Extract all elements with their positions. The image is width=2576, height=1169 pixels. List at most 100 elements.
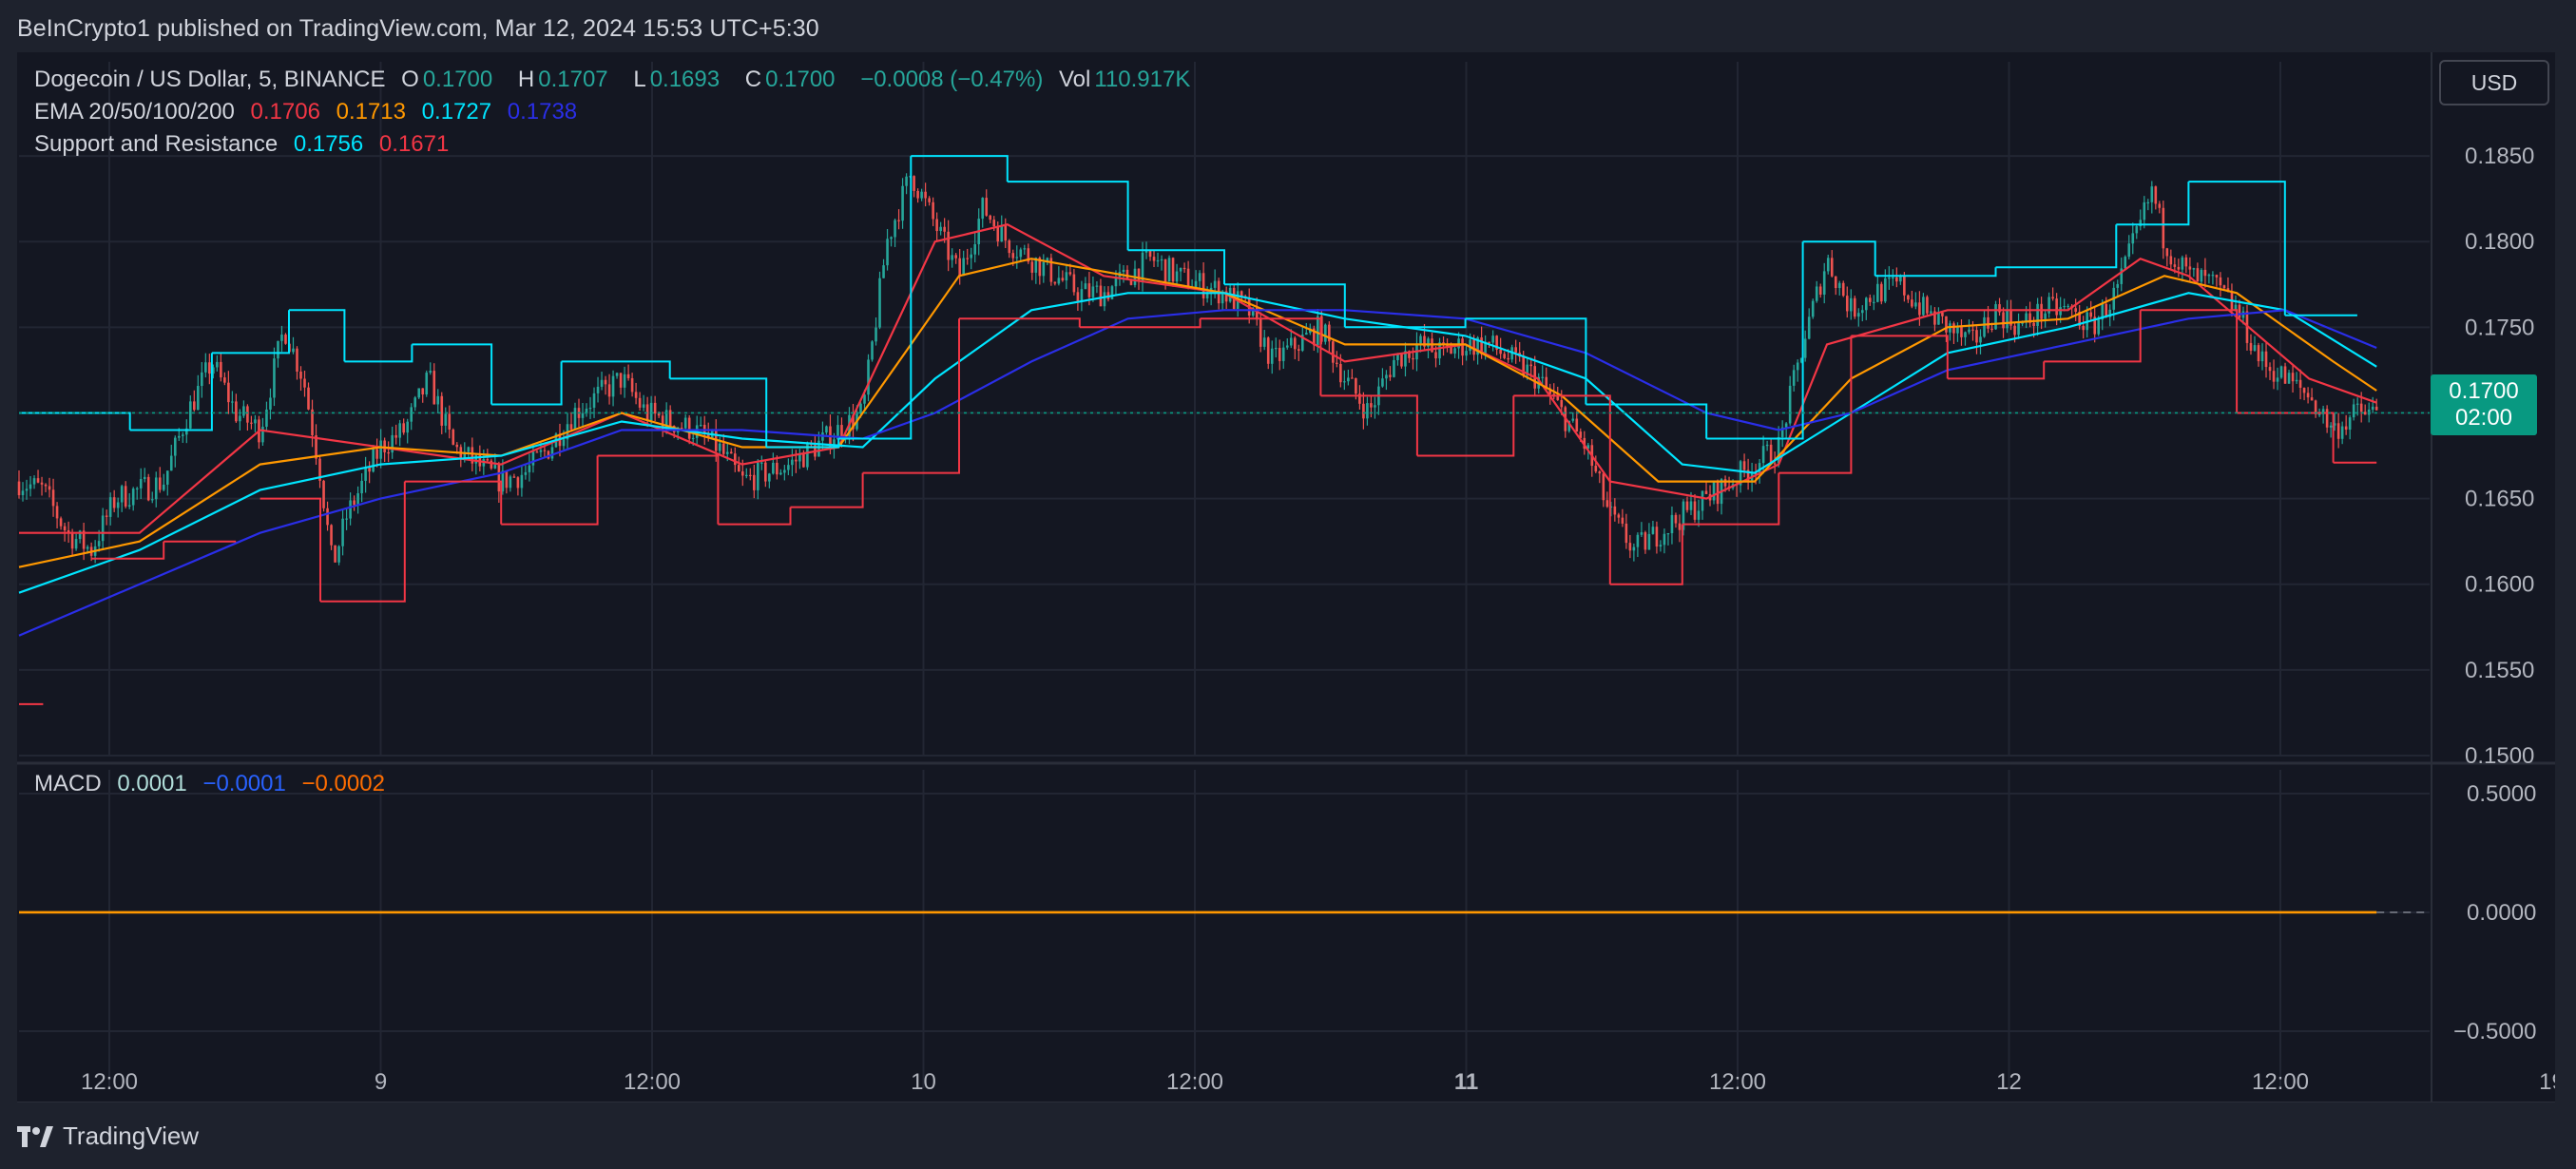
- candle-body: [101, 515, 105, 542]
- candle-body: [1624, 523, 1628, 544]
- candle-body: [1575, 418, 1579, 432]
- candle-body: [501, 470, 505, 492]
- candle-body: [920, 191, 923, 199]
- candle-body: [2200, 269, 2203, 282]
- candle-body: [108, 497, 112, 517]
- sr-label: Support and Resistance: [34, 131, 279, 157]
- candle-body: [1837, 282, 1841, 289]
- ema20-value: 0.1706: [250, 99, 320, 125]
- candle-body: [1933, 311, 1936, 325]
- candle-body: [607, 384, 611, 397]
- candle-body: [1103, 292, 1106, 307]
- candle-body: [467, 447, 471, 452]
- candle-body: [17, 481, 21, 495]
- high-label: H: [517, 67, 535, 92]
- sr-legend[interactable]: Support and Resistance 0.1756 0.1671: [34, 131, 458, 158]
- candle-body: [2074, 308, 2077, 312]
- candle-body: [1884, 278, 1887, 302]
- candle-body: [486, 458, 490, 461]
- candle-body: [2089, 312, 2092, 317]
- candle-body: [509, 476, 512, 489]
- candle-body: [2009, 309, 2012, 326]
- candle-body: [2215, 275, 2219, 278]
- candle-body: [1324, 324, 1327, 342]
- candle-body: [1351, 377, 1354, 379]
- candle-body: [749, 474, 752, 476]
- candle-body: [36, 478, 40, 483]
- candle-body: [1922, 297, 1925, 316]
- candle-body: [867, 359, 870, 395]
- candle-body: [1419, 335, 1422, 344]
- candle-body: [836, 425, 839, 440]
- candle-body: [1450, 346, 1452, 355]
- candle-body: [235, 401, 238, 422]
- candle-body: [353, 500, 356, 506]
- candle-body: [718, 443, 721, 451]
- candle-body: [2135, 226, 2139, 234]
- candle-body: [131, 489, 135, 506]
- candle-body: [604, 379, 607, 385]
- candle-body: [318, 458, 321, 481]
- chart-area[interactable]: 0.1850 0.1800 0.1750 0.1700 0.1650 0.1600 0.15…: [17, 52, 2555, 1102]
- macd-legend[interactable]: MACD 0.0001 −0.0001 −0.0002: [34, 771, 394, 797]
- candle-body: [261, 426, 264, 443]
- candle-body: [1472, 339, 1475, 355]
- candle-body: [2317, 413, 2321, 415]
- candle-body: [1799, 357, 1803, 363]
- candle-body: [1091, 286, 1095, 297]
- ema-legend[interactable]: EMA 20/50/100/200 0.1706 0.1713 0.1727 0…: [34, 99, 586, 125]
- candle-body: [379, 440, 382, 459]
- candle-body: [615, 373, 619, 376]
- volume-label: Vol: [1059, 67, 1091, 92]
- candle-body: [1739, 461, 1742, 486]
- candle-body: [1084, 283, 1087, 290]
- candle-body: [2253, 345, 2257, 351]
- candle-body: [1129, 279, 1133, 285]
- chart-svg[interactable]: 0.1850 0.1800 0.1750 0.1700 0.1650 0.1600 0.15…: [17, 52, 2555, 1102]
- candle-body: [783, 470, 786, 473]
- candle-body: [924, 191, 927, 199]
- candle-body: [394, 434, 397, 438]
- candle-body: [798, 453, 801, 462]
- candle-body: [425, 373, 429, 395]
- candle-body: [1864, 297, 1868, 311]
- candle-body: [387, 451, 390, 454]
- candle-body: [2028, 313, 2031, 323]
- candle-body: [1541, 376, 1545, 378]
- candle-body: [901, 185, 904, 221]
- candle-body: [2374, 406, 2378, 411]
- candle-body: [2203, 269, 2207, 277]
- candle-body: [1004, 224, 1008, 241]
- ema50-value: 0.1713: [336, 99, 406, 125]
- candle-body: [505, 470, 509, 489]
- bar-countdown: 02:00: [2454, 405, 2513, 431]
- candle-body: [547, 450, 550, 459]
- candle-body: [1110, 286, 1114, 299]
- candle-body: [725, 451, 729, 454]
- candle-body: [683, 417, 687, 429]
- last-price-tag: 0.1700 02:00: [2431, 374, 2537, 435]
- candle-body: [1628, 543, 1632, 551]
- candle-body: [231, 401, 234, 403]
- candle-body: [1266, 337, 1270, 364]
- candle-body: [2211, 275, 2215, 277]
- candle-body: [1522, 356, 1525, 375]
- candles: [17, 173, 2378, 565]
- candle-body: [1259, 317, 1262, 347]
- candle-body: [1049, 258, 1053, 282]
- tradingview-logo-icon: [17, 1125, 53, 1147]
- candle-body: [2040, 303, 2043, 319]
- candle-body: [364, 467, 367, 481]
- candle-body: [349, 500, 352, 519]
- candle-body: [2283, 366, 2287, 384]
- candle-body: [2143, 201, 2146, 220]
- currency-button[interactable]: USD: [2439, 60, 2549, 105]
- candle-body: [1339, 363, 1342, 383]
- candle-body: [2196, 268, 2200, 282]
- candle-body: [1659, 545, 1663, 547]
- candle-body: [1853, 297, 1856, 317]
- candle-body: [1374, 405, 1376, 408]
- candle-body: [680, 428, 683, 430]
- tradingview-logo[interactable]: TradingView: [17, 1121, 199, 1151]
- candle-body: [1355, 377, 1357, 394]
